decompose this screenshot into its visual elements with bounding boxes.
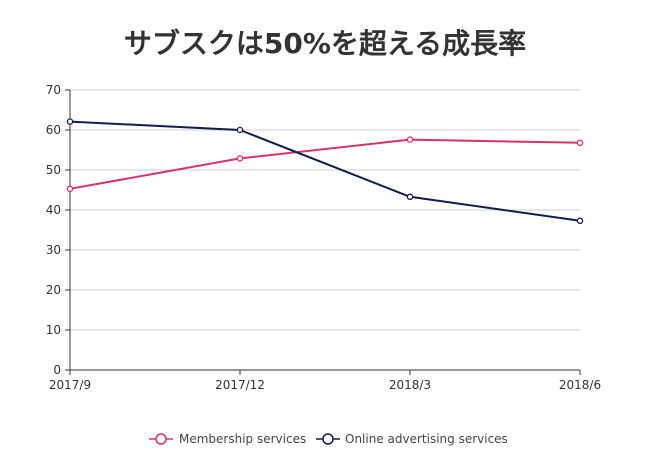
legend: Membership services Online advertising se… xyxy=(149,432,508,446)
y-tick-label: 50 xyxy=(46,163,61,177)
series-line-membership-services xyxy=(69,138,581,190)
y-axis-ticks: 0 10 20 30 40 50 60 70 xyxy=(46,83,70,377)
y-tick-label: 60 xyxy=(46,123,61,137)
chart-title: サブスクは50%を超える成長率 xyxy=(124,27,526,60)
x-tick-label: 2018/3 xyxy=(389,378,431,392)
data-point xyxy=(406,136,414,143)
x-tick-label: 2017/12 xyxy=(215,378,265,392)
y-tick-label: 20 xyxy=(46,283,61,297)
data-point xyxy=(236,126,244,134)
data-point xyxy=(236,155,244,162)
y-tick-label: 10 xyxy=(46,323,61,337)
x-tick-label: 2018/6 xyxy=(559,378,601,392)
legend-circle-marker xyxy=(322,433,334,445)
data-point xyxy=(576,139,584,147)
data-point xyxy=(406,193,414,201)
legend-item[interactable]: Membership services xyxy=(149,432,306,446)
data-point xyxy=(576,217,584,225)
data-point xyxy=(66,118,74,125)
legend-label: Membership services xyxy=(179,432,306,446)
y-tick-label: 70 xyxy=(46,83,61,97)
legend-item[interactable]: Online advertising services xyxy=(316,432,508,446)
y-tick-label: 40 xyxy=(46,203,61,217)
axes xyxy=(69,90,580,371)
x-axis-ticks: 2017/9 2017/12 2018/3 2018/6 xyxy=(49,370,601,392)
series-group xyxy=(66,118,584,225)
legend-circle-marker xyxy=(155,433,167,445)
data-point xyxy=(66,185,74,193)
y-tick-label: 30 xyxy=(46,243,61,257)
series-line-online-advertising-services xyxy=(69,120,581,222)
x-tick-label: 2017/9 xyxy=(49,378,91,392)
grid-lines xyxy=(70,89,580,331)
legend-label: Online advertising services xyxy=(345,432,508,446)
y-tick-label: 0 xyxy=(53,363,61,377)
